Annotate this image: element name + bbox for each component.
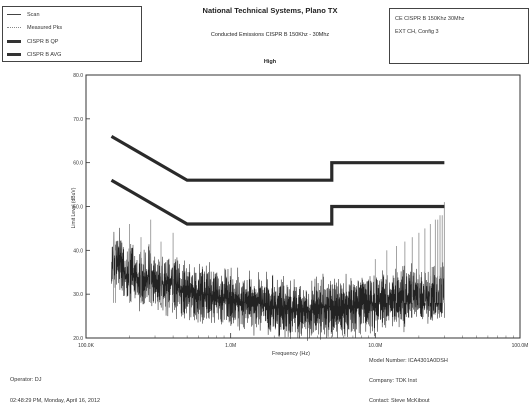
legend-swatch-scan xyxy=(7,14,21,15)
y-tick-label: 50.0 xyxy=(73,205,83,211)
chart-legend: Scan Measured Pks CISPR B QP CISPR B AVG xyxy=(2,6,142,62)
x-axis-title: Frequency (Hz) xyxy=(272,351,310,357)
y-tick-label: 70.0 xyxy=(73,117,83,123)
legend-item-avg-limit: CISPR B AVG xyxy=(7,50,61,59)
x-tick-label: 1.0M xyxy=(225,343,236,349)
y-tick-label: 30.0 xyxy=(73,292,83,298)
legend-item-measured-peaks: Measured Pks xyxy=(7,23,62,32)
x-tick-label: 100.0M xyxy=(512,343,529,349)
report-timestamp: 02:48:29 PM, Monday, April 16, 2012 xyxy=(10,398,101,404)
report-subtitle: Conducted Emissions CISPR B 150Khz - 30M… xyxy=(210,32,330,38)
legend-item-scan: Scan xyxy=(7,10,40,19)
contact-name: Contact: Steve McKibout xyxy=(369,398,430,404)
report-title: National Technical Systems, Plano TX xyxy=(202,6,338,15)
series-measured-peaks xyxy=(113,202,445,303)
legend-swatch-avg-limit xyxy=(7,53,21,56)
company-name: Company: TDK Inst xyxy=(369,378,417,384)
legend-item-qp-limit: CISPR B QP xyxy=(7,37,58,46)
legend-swatch-measured-peaks xyxy=(7,27,21,28)
test-info-box: CE CISPR B 150Khz 30Mhz EXT CH, Config 3 xyxy=(389,8,529,64)
model-number: Model Number: ICA4301A0DSH xyxy=(369,358,448,364)
y-tick-label: 80.0 xyxy=(73,73,83,79)
axis-labels: 20.0 30.0 40.0 50.0 60.0 70.0 80.0 100.0K 1.0M 10… xyxy=(73,73,528,349)
x-tick-label: 100.0K xyxy=(78,343,95,349)
x-tick-label: 10.0M xyxy=(368,343,382,349)
legend-swatch-qp-limit xyxy=(7,40,21,43)
info-line-test: CE CISPR B 150Khz 30Mhz xyxy=(395,16,465,22)
y-tick-label: 20.0 xyxy=(73,336,83,342)
legend-label-scan: Scan xyxy=(27,11,40,18)
y-tick-label: 40.0 xyxy=(73,248,83,254)
legend-label-measured-peaks: Measured Pks xyxy=(27,24,63,31)
series-layer xyxy=(110,134,445,341)
y-axis-title: Limit Level (dBuV) xyxy=(71,187,77,228)
series-qp-limit xyxy=(110,134,445,182)
info-line-config: EXT CH, Config 3 xyxy=(395,29,439,35)
report-range-label: High xyxy=(263,59,277,65)
series-avg-limit xyxy=(110,178,445,226)
y-tick-label: 60.0 xyxy=(73,161,83,167)
series-scan xyxy=(111,227,445,341)
plot-frame xyxy=(85,74,521,339)
legend-label-qp-limit: CISPR B QP xyxy=(27,38,59,45)
operator-label: Operator: DJ xyxy=(10,377,42,383)
legend-label-avg-limit: CISPR B AVG xyxy=(27,51,62,58)
